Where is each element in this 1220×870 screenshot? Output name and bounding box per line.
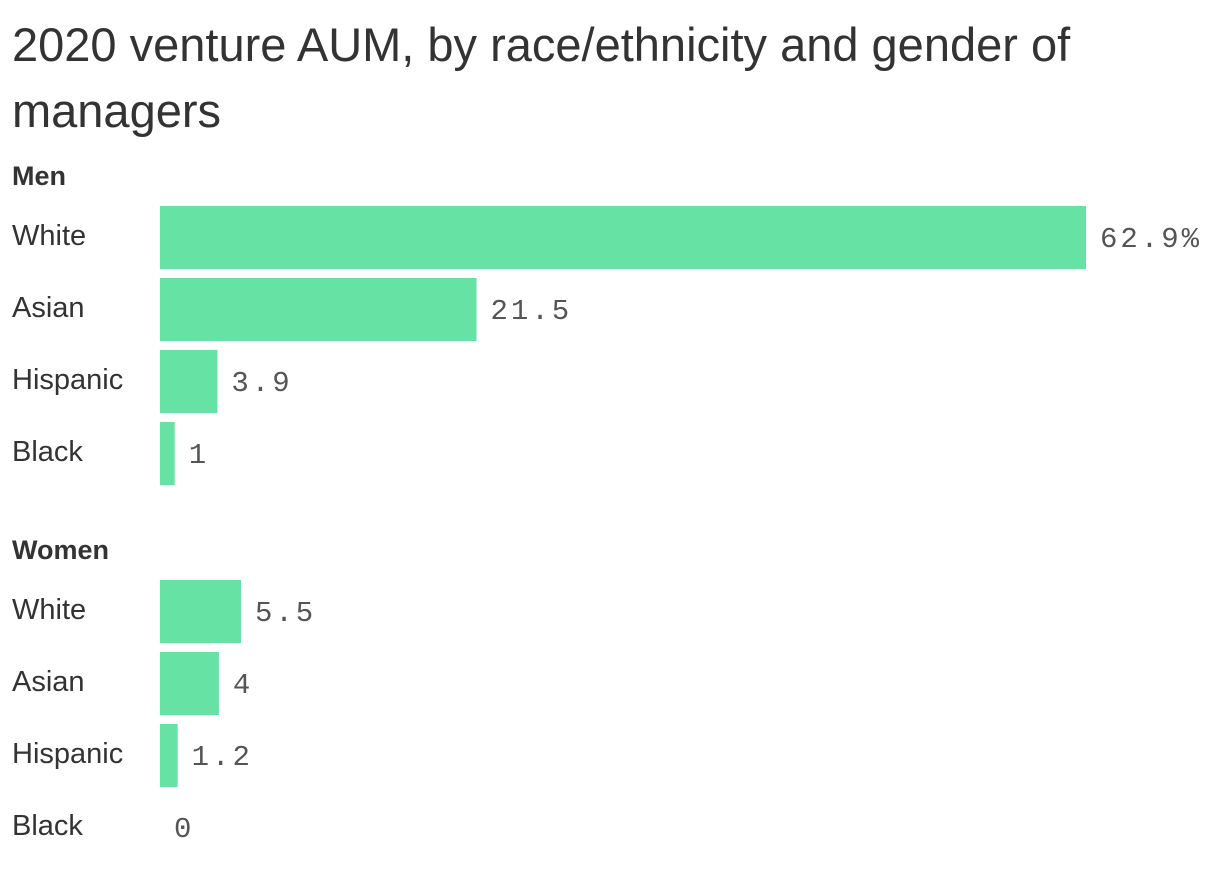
value-label: 5.5 — [255, 597, 316, 630]
category-label: Black — [12, 436, 83, 468]
category-label: Asian — [12, 292, 85, 324]
category-label: Hispanic — [12, 364, 123, 396]
category-label: Black — [12, 810, 83, 842]
bar — [160, 652, 219, 715]
group-label: Men — [12, 161, 66, 191]
bar — [160, 580, 241, 643]
chart-title: 2020 venture AUM, by race/ethnicity and … — [12, 18, 1071, 137]
bar — [160, 278, 477, 341]
category-label: White — [12, 594, 86, 626]
category-label: Hispanic — [12, 738, 123, 770]
category-label: Asian — [12, 666, 85, 698]
value-label: 1.2 — [192, 741, 253, 774]
value-label: 21.5 — [491, 295, 573, 328]
bar — [160, 350, 218, 413]
bar — [160, 206, 1086, 269]
value-label: 0 — [174, 813, 194, 846]
value-label: 1 — [189, 439, 209, 472]
group-label: Women — [12, 535, 109, 565]
bar — [160, 724, 178, 787]
value-label: 4 — [233, 669, 253, 702]
value-label: 3.9 — [231, 367, 292, 400]
bar — [160, 422, 175, 485]
value-label: 62.9% — [1100, 223, 1202, 256]
category-label: White — [12, 220, 86, 252]
